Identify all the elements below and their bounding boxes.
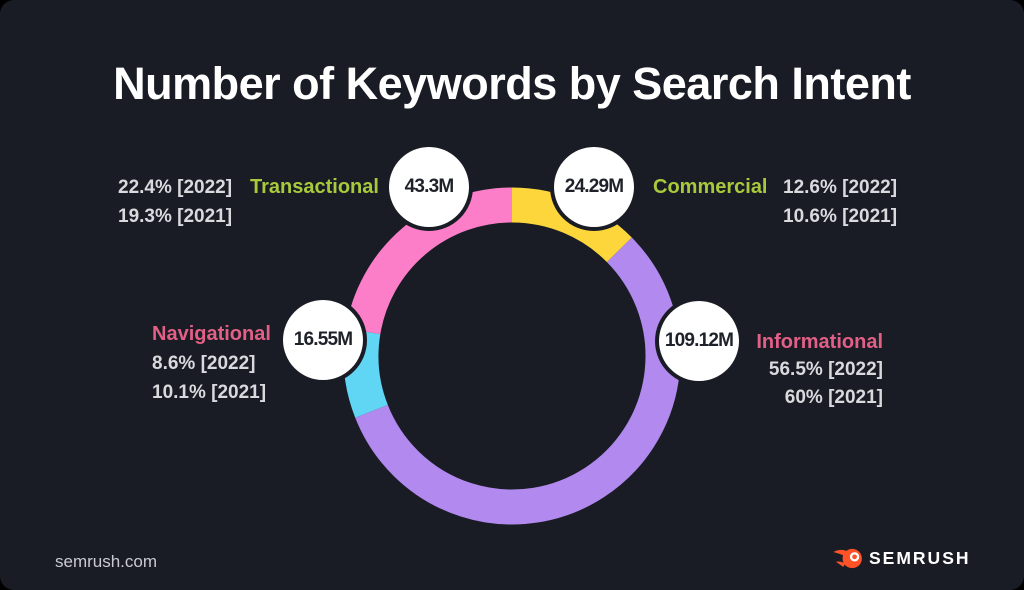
semrush-wordmark: SEMRUSH — [869, 548, 971, 568]
bubble-navigational-value: 16.55M — [283, 300, 363, 380]
commercial-percentages: 12.6% [2022] 10.6% [2021] — [783, 173, 897, 231]
pct-line-2021: 19.3% [2021] — [118, 206, 233, 227]
donut-segment-transactional — [345, 187, 513, 335]
navigational-percentages: 8.6% [2022] 10.1% [2021] — [152, 349, 266, 407]
pct-line-2021: 60% [2021] — [784, 387, 883, 408]
site-url: semrush.com — [55, 552, 158, 571]
bubble-value: 43.3M — [404, 176, 455, 197]
pct-line-2022: 56.5% [2022] — [768, 359, 883, 380]
informational-percentages: 56.5% [2022] 60% [2021] — [769, 356, 883, 412]
pct-line-2022: 8.6% [2022] — [152, 353, 256, 374]
semrush-flame-icon — [833, 548, 862, 569]
semrush-logo: SEMRUSH — [833, 546, 971, 571]
pct-line-2022: 22.4% [2022] — [118, 177, 233, 198]
label-informational: Informational — [756, 331, 883, 353]
bubble-transactional-value: 43.3M — [389, 147, 469, 227]
bubble-informational-value: 109.12M — [659, 301, 739, 381]
bubble-value: 24.29M — [564, 176, 624, 197]
page-title: Number of Keywords by Search Intent — [113, 58, 911, 109]
label-navigational: Navigational — [152, 323, 271, 345]
label-commercial: Commercial — [653, 176, 768, 198]
transactional-percentages: 22.4% [2022] 19.3% [2021] — [118, 173, 232, 231]
donut-segment-informational — [355, 237, 681, 525]
pct-line-2021: 10.6% [2021] — [783, 206, 898, 227]
label-transactional: Transactional — [250, 176, 379, 198]
pct-line-2021: 10.1% [2021] — [152, 382, 267, 403]
bubble-value: 109.12M — [664, 330, 734, 351]
bubble-value: 16.55M — [293, 329, 353, 350]
pct-line-2022: 12.6% [2022] — [783, 177, 898, 198]
bubble-commercial-value: 24.29M — [554, 147, 634, 227]
